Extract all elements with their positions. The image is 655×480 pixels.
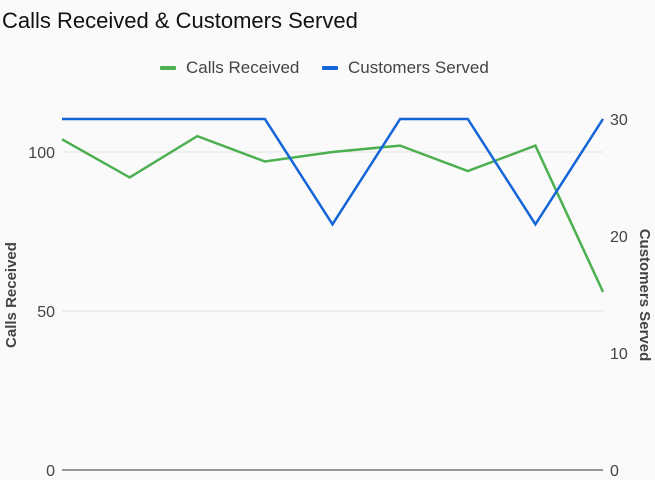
legend: Calls Received Customers Served — [0, 58, 655, 82]
gridlines — [62, 151, 603, 312]
left-tick-label: 100 — [28, 145, 55, 162]
right-tick-label: 0 — [610, 463, 619, 480]
series-line-customers-served[interactable] — [62, 117, 605, 227]
legend-item-customers-served[interactable]: Customers Served — [322, 58, 489, 78]
legend-item-calls-received[interactable]: Calls Received — [160, 58, 299, 78]
right-axis-ticks: 0 10 20 30 — [610, 112, 628, 480]
left-axis-title: Calls Received — [3, 242, 20, 348]
right-axis-title: Customers Served — [636, 229, 653, 362]
right-tick-label: 30 — [610, 112, 628, 129]
right-tick-label: 10 — [610, 346, 628, 363]
series-lines — [61, 117, 605, 293]
chart-title: Calls Received & Customers Served — [2, 8, 358, 33]
left-tick-label: 50 — [37, 304, 55, 321]
legend-label-customers-served: Customers Served — [348, 58, 489, 77]
left-tick-label: 0 — [46, 463, 55, 480]
series-line-calls-received[interactable] — [61, 134, 605, 293]
right-tick-label: 20 — [610, 229, 628, 246]
legend-swatch-customers-served — [322, 66, 338, 70]
left-axis-ticks: 0 50 100 — [28, 145, 55, 480]
legend-swatch-calls-received — [160, 66, 176, 70]
legend-label-calls-received: Calls Received — [186, 58, 300, 77]
